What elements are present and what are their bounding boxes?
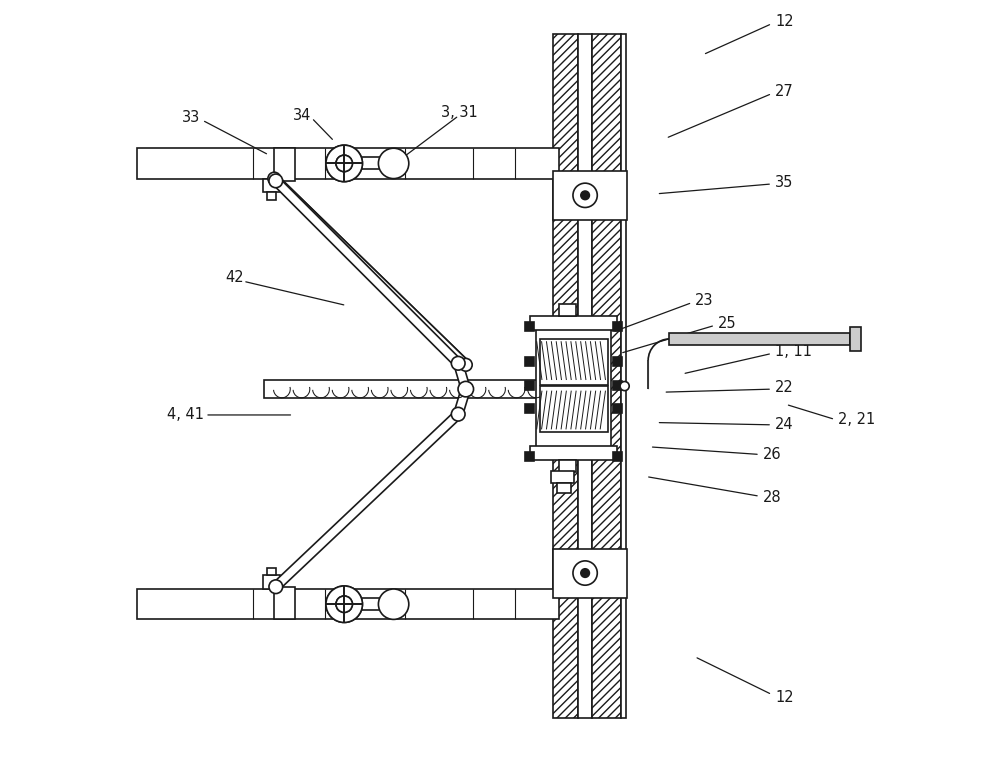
Bar: [525, 452, 534, 461]
Text: 3, 31: 3, 31: [441, 105, 477, 120]
Text: 23: 23: [695, 293, 714, 308]
Circle shape: [573, 183, 597, 207]
Circle shape: [581, 191, 589, 200]
Bar: [551, 471, 574, 483]
Circle shape: [378, 589, 409, 619]
Bar: [274, 148, 295, 181]
Text: 1, 11: 1, 11: [775, 344, 812, 359]
Circle shape: [459, 359, 472, 371]
Text: 42: 42: [225, 270, 244, 285]
Polygon shape: [454, 388, 470, 416]
Bar: [264, 380, 576, 398]
Bar: [621, 34, 626, 718]
Bar: [578, 34, 592, 718]
Bar: [263, 179, 280, 192]
Circle shape: [336, 596, 352, 613]
Circle shape: [378, 148, 409, 179]
Circle shape: [326, 145, 362, 182]
Circle shape: [268, 173, 281, 185]
Text: 22: 22: [775, 380, 794, 395]
Bar: [530, 446, 617, 460]
Circle shape: [620, 382, 629, 391]
Circle shape: [336, 155, 352, 172]
Bar: [553, 171, 627, 220]
Bar: [592, 34, 621, 718]
Bar: [137, 148, 559, 179]
Text: 33: 33: [182, 110, 201, 125]
Text: 26: 26: [763, 447, 782, 462]
Bar: [525, 381, 534, 390]
Bar: [540, 339, 608, 385]
Bar: [559, 460, 576, 472]
Polygon shape: [273, 411, 461, 590]
Text: 34: 34: [293, 108, 312, 123]
Bar: [613, 322, 622, 331]
Bar: [553, 34, 578, 718]
Text: 12: 12: [775, 690, 794, 705]
Bar: [669, 333, 850, 345]
Bar: [525, 357, 534, 366]
Bar: [540, 386, 608, 432]
Text: 2, 21: 2, 21: [838, 412, 875, 427]
Polygon shape: [271, 176, 469, 368]
Bar: [850, 327, 861, 351]
Polygon shape: [271, 176, 469, 368]
Text: 25: 25: [718, 315, 737, 331]
Bar: [263, 575, 280, 589]
Circle shape: [326, 586, 362, 622]
Bar: [536, 318, 611, 454]
Circle shape: [269, 580, 283, 594]
Circle shape: [336, 155, 352, 172]
Bar: [613, 381, 622, 390]
Bar: [559, 304, 576, 316]
Bar: [274, 587, 295, 619]
Circle shape: [573, 561, 597, 585]
Polygon shape: [454, 362, 470, 391]
Circle shape: [458, 382, 474, 397]
Bar: [613, 452, 622, 461]
Bar: [267, 192, 276, 200]
Text: 28: 28: [763, 490, 782, 505]
Text: 35: 35: [775, 175, 793, 190]
Circle shape: [336, 596, 352, 613]
Bar: [267, 568, 276, 575]
Bar: [525, 322, 534, 331]
Text: 27: 27: [775, 84, 794, 99]
Bar: [613, 357, 622, 366]
Bar: [557, 483, 571, 493]
Bar: [525, 404, 534, 413]
Circle shape: [451, 356, 465, 370]
Bar: [137, 589, 559, 619]
Circle shape: [581, 568, 589, 578]
Circle shape: [326, 145, 362, 182]
Bar: [553, 549, 627, 598]
Circle shape: [269, 174, 283, 188]
Polygon shape: [344, 598, 394, 610]
Bar: [613, 404, 622, 413]
Polygon shape: [344, 157, 394, 169]
Text: 24: 24: [775, 416, 794, 432]
Circle shape: [326, 586, 362, 622]
Text: 12: 12: [775, 14, 794, 29]
Circle shape: [451, 407, 465, 421]
Text: 4, 41: 4, 41: [167, 407, 204, 423]
Bar: [530, 316, 617, 330]
Polygon shape: [273, 178, 461, 366]
